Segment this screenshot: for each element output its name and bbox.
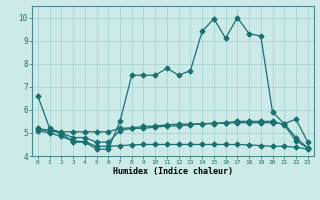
X-axis label: Humidex (Indice chaleur): Humidex (Indice chaleur) [113, 167, 233, 176]
